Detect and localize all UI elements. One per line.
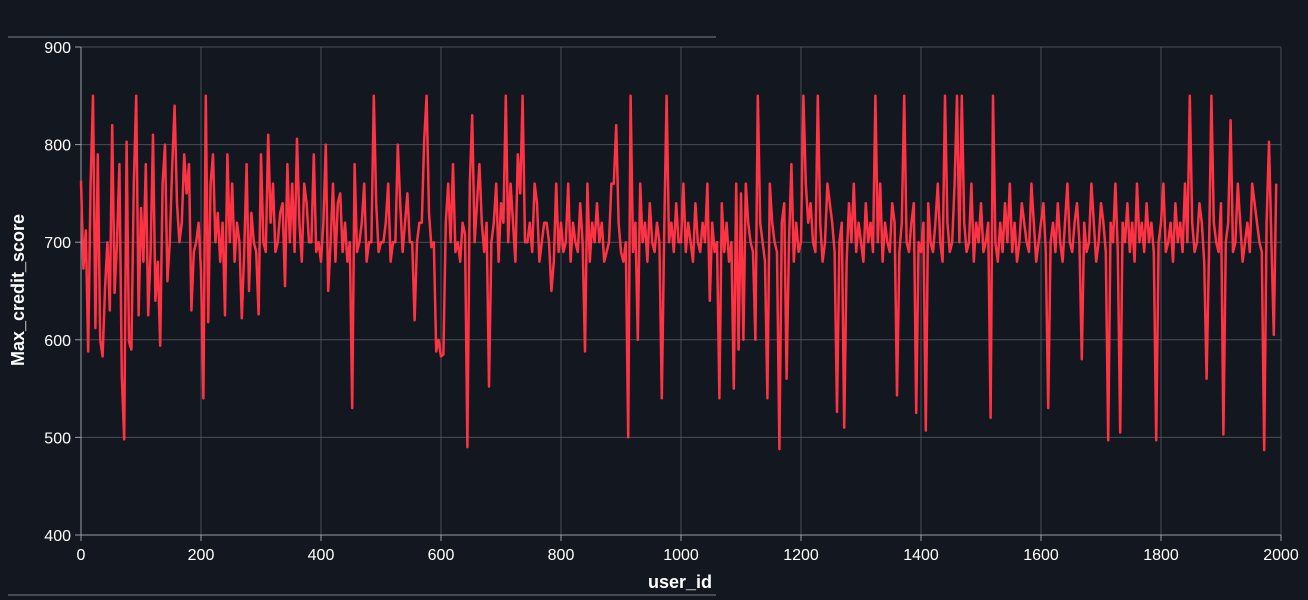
grid-lines bbox=[80, 46, 1282, 536]
x-axis-title: user_id bbox=[648, 572, 712, 592]
x-tick-label: 1400 bbox=[903, 547, 939, 564]
y-tick-label: 500 bbox=[44, 430, 71, 447]
x-tick-label: 2000 bbox=[1263, 547, 1299, 564]
y-tick-label: 600 bbox=[44, 333, 71, 350]
x-tick-label: 1800 bbox=[1143, 547, 1179, 564]
x-tick-label: 1600 bbox=[1023, 547, 1059, 564]
x-tick-label: 800 bbox=[548, 547, 575, 564]
x-tick-label: 200 bbox=[188, 547, 215, 564]
y-tick-label: 900 bbox=[44, 40, 71, 57]
x-tick-label: 1000 bbox=[663, 547, 699, 564]
x-tick-label: 400 bbox=[308, 547, 335, 564]
x-tick-label: 1200 bbox=[783, 547, 819, 564]
x-axis-ticks: 0 200 400 600 800 1000 1200 1400 1600 1800 2000 bbox=[77, 535, 1299, 564]
x-tick-label: 0 bbox=[77, 547, 86, 564]
y-tick-label: 400 bbox=[44, 528, 71, 545]
series-line bbox=[79, 94, 1278, 452]
y-axis-title: Max_credit_score bbox=[8, 214, 28, 366]
y-tick-label: 700 bbox=[44, 235, 71, 252]
series-group bbox=[79, 94, 1278, 452]
y-tick-label: 800 bbox=[44, 138, 71, 155]
x-tick-label: 600 bbox=[428, 547, 455, 564]
y-axis-ticks: 400 500 600 700 800 900 bbox=[44, 40, 81, 545]
